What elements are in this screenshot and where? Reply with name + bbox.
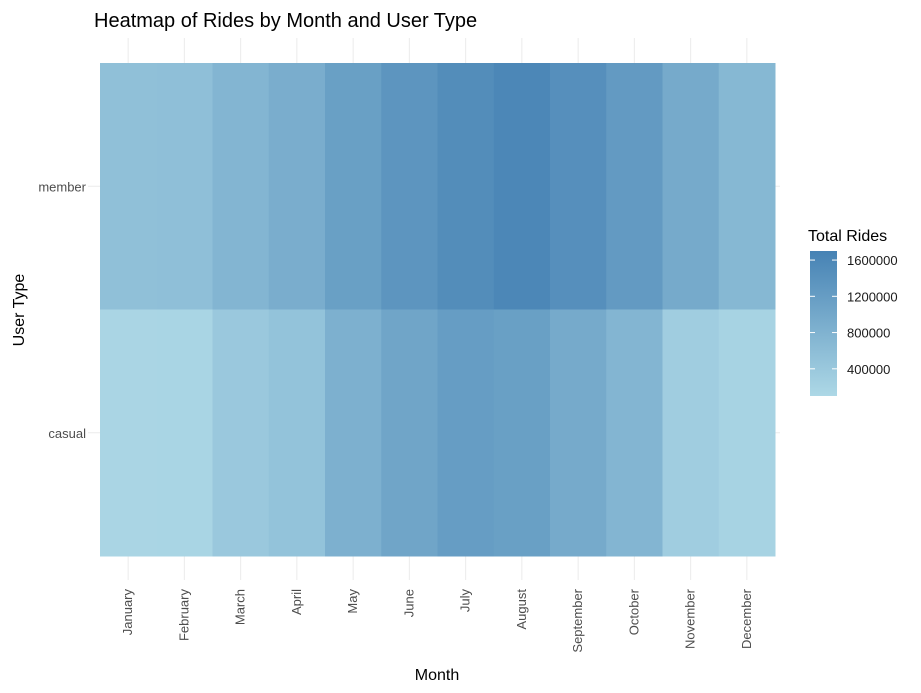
y-tick-labels: member casual — [38, 179, 86, 441]
heatmap-cell-casual-july — [437, 309, 495, 557]
heatmap-cell-casual-january — [100, 309, 157, 557]
legend-tick-label: 400000 — [847, 362, 890, 377]
x-tick-label-october: October — [626, 588, 641, 635]
x-tick-label-november: November — [683, 588, 698, 649]
x-axis-title: Month — [415, 667, 459, 684]
x-tick-label-february: February — [176, 589, 191, 642]
x-tick-label-september: September — [570, 588, 585, 652]
legend: Total Rides 400000 800000 1200000 1600000 — [808, 228, 898, 396]
heatmap-cell-member-july — [437, 63, 495, 310]
heatmap-cells — [100, 63, 776, 557]
heatmap-cell-casual-august — [493, 309, 551, 557]
y-axis-title: User Type — [11, 274, 28, 347]
heatmap-cell-casual-february — [156, 309, 213, 557]
heatmap-cell-casual-october — [606, 309, 663, 557]
heatmap-cell-casual-march — [212, 309, 270, 557]
heatmap-cell-member-june — [381, 63, 438, 310]
heatmap-cell-member-september — [550, 63, 607, 310]
y-tick-label-member: member — [38, 179, 86, 194]
heatmap-cell-casual-may — [325, 309, 382, 557]
x-tick-label-january: January — [120, 589, 135, 636]
legend-tick-label: 1200000 — [847, 289, 898, 304]
heatmap-cell-casual-december — [718, 309, 776, 557]
heatmap-cell-member-december — [718, 63, 776, 310]
legend-ticks: 400000 800000 1200000 1600000 — [810, 253, 898, 377]
heatmap-cell-member-may — [325, 63, 382, 310]
heatmap-cell-member-august — [493, 63, 551, 310]
heatmap-cell-member-april — [268, 63, 326, 310]
x-tick-label-may: May — [345, 589, 360, 614]
heatmap-cell-member-october — [606, 63, 663, 310]
x-tick-label-december: December — [739, 588, 754, 649]
x-tick-labels: January February March April May June July Augu… — [120, 588, 754, 652]
heatmap-cell-casual-november — [662, 309, 720, 557]
heatmap-cell-member-march — [212, 63, 270, 310]
heatmap-cell-casual-june — [381, 309, 438, 557]
heatmap-cell-member-november — [662, 63, 720, 310]
heatmap-cell-casual-april — [268, 309, 326, 557]
heatmap-cell-member-february — [156, 63, 213, 310]
heatmap-cell-member-january — [100, 63, 157, 310]
x-tick-label-march: March — [233, 589, 248, 625]
legend-title: Total Rides — [808, 228, 887, 245]
heatmap-cell-casual-september — [550, 309, 607, 557]
x-tick-label-august: August — [514, 589, 529, 630]
x-tick-label-july: July — [458, 589, 473, 613]
legend-color-bar — [810, 251, 837, 396]
chart-title: Heatmap of Rides by Month and User Type — [94, 10, 477, 32]
legend-tick-label: 1600000 — [847, 253, 898, 268]
x-tick-label-april: April — [289, 589, 304, 615]
y-tick-label-casual: casual — [48, 426, 86, 441]
x-tick-label-june: June — [401, 589, 416, 617]
legend-tick-label: 800000 — [847, 326, 890, 341]
